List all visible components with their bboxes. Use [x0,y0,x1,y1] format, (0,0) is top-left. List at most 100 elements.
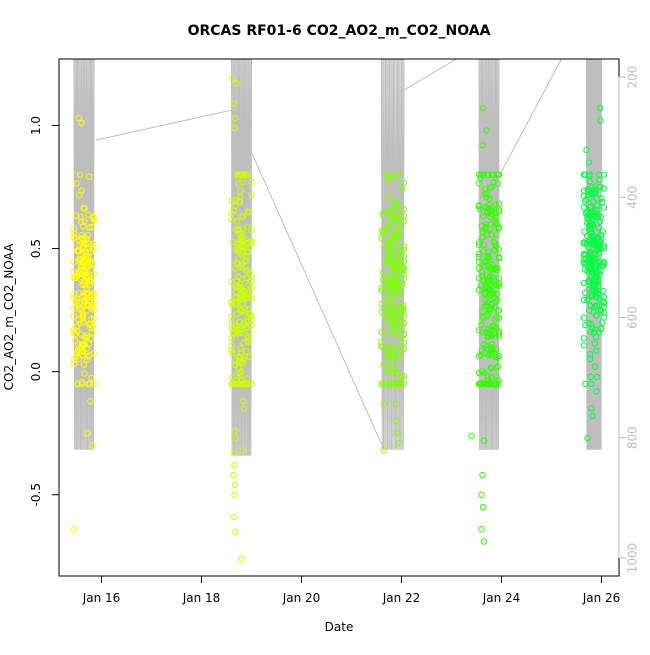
data-point [600,171,608,178]
data-point [388,346,395,354]
data-point [580,279,588,287]
data-point [239,226,246,233]
data-point [71,337,79,344]
data-point [596,105,604,112]
data-point [234,273,242,280]
data-point [490,290,497,298]
data-point [239,398,247,405]
data-point [237,285,244,292]
data-point [587,191,594,198]
data-point [594,373,601,381]
data-point [581,266,589,273]
data-point [483,284,490,291]
data-point [587,209,595,216]
data-point [73,349,81,357]
data-point [241,295,248,302]
data-point [84,353,91,360]
data-point [86,380,94,388]
series-flight-4 [468,105,503,545]
data-point [600,288,607,295]
x-tick-label: Jan 20 [282,591,321,605]
data-point [488,277,495,284]
altitude-profile-flight-1 [73,58,95,450]
data-point [379,343,386,350]
data-point [73,212,80,219]
data-point [587,355,594,363]
data-point [586,277,593,284]
data-point [479,503,487,511]
data-point [481,349,488,357]
data-point [386,174,393,181]
data-point [494,354,501,361]
data-point [239,230,246,237]
data-point [243,257,250,264]
data-point [230,513,238,521]
data-point [244,208,252,215]
data-point [235,226,242,233]
altitude-profile-flight-3 [381,58,405,450]
data-point [90,271,98,278]
data-point [593,333,600,341]
data-point [468,432,475,439]
data-point [88,223,96,231]
data-point [237,345,244,352]
data-point [583,146,590,154]
data-point [600,204,608,211]
data-point [399,323,406,331]
data-point [476,206,484,213]
data-point [494,266,501,274]
data-point [584,240,591,248]
data-point [589,216,596,224]
data-point [239,179,246,186]
data-point [383,319,391,327]
data-point [76,192,83,199]
data-point [87,398,94,405]
data-point [591,190,598,197]
data-point [235,180,242,187]
data-point [487,280,494,287]
data-point [475,286,483,294]
data-point [594,202,601,209]
data-point [482,342,489,349]
data-point [231,427,239,434]
data-point [488,288,495,296]
data-point [231,462,238,469]
data-point [598,198,606,206]
data-point [238,325,246,332]
data-point [392,321,400,328]
data-point [495,275,503,282]
data-point [232,226,240,233]
data-point [487,364,494,371]
data-point [480,241,487,249]
data-point [79,341,86,348]
data-point [580,342,588,349]
data-point [86,281,94,288]
data-point [599,228,606,235]
data-point [229,238,236,246]
data-point [400,339,408,346]
data-point [385,347,393,354]
data-point [493,346,500,353]
data-point [400,330,408,337]
data-point [600,294,608,301]
data-point [70,526,78,533]
data-point [491,246,498,254]
data-point [90,213,97,221]
data-point [81,341,89,348]
data-point [390,254,398,262]
data-point [483,193,490,201]
data-point [243,274,251,281]
data-point [386,208,393,215]
data-point [580,204,588,211]
data-point [585,319,592,327]
data-point [237,349,245,357]
data-point [384,354,391,361]
data-point [389,326,396,334]
data-point [495,224,503,231]
data-point [232,528,239,535]
y2-tick-label: 400 [626,186,640,209]
y2-tick-label: 800 [626,426,640,449]
data-point [382,243,390,251]
data-point [232,196,239,204]
